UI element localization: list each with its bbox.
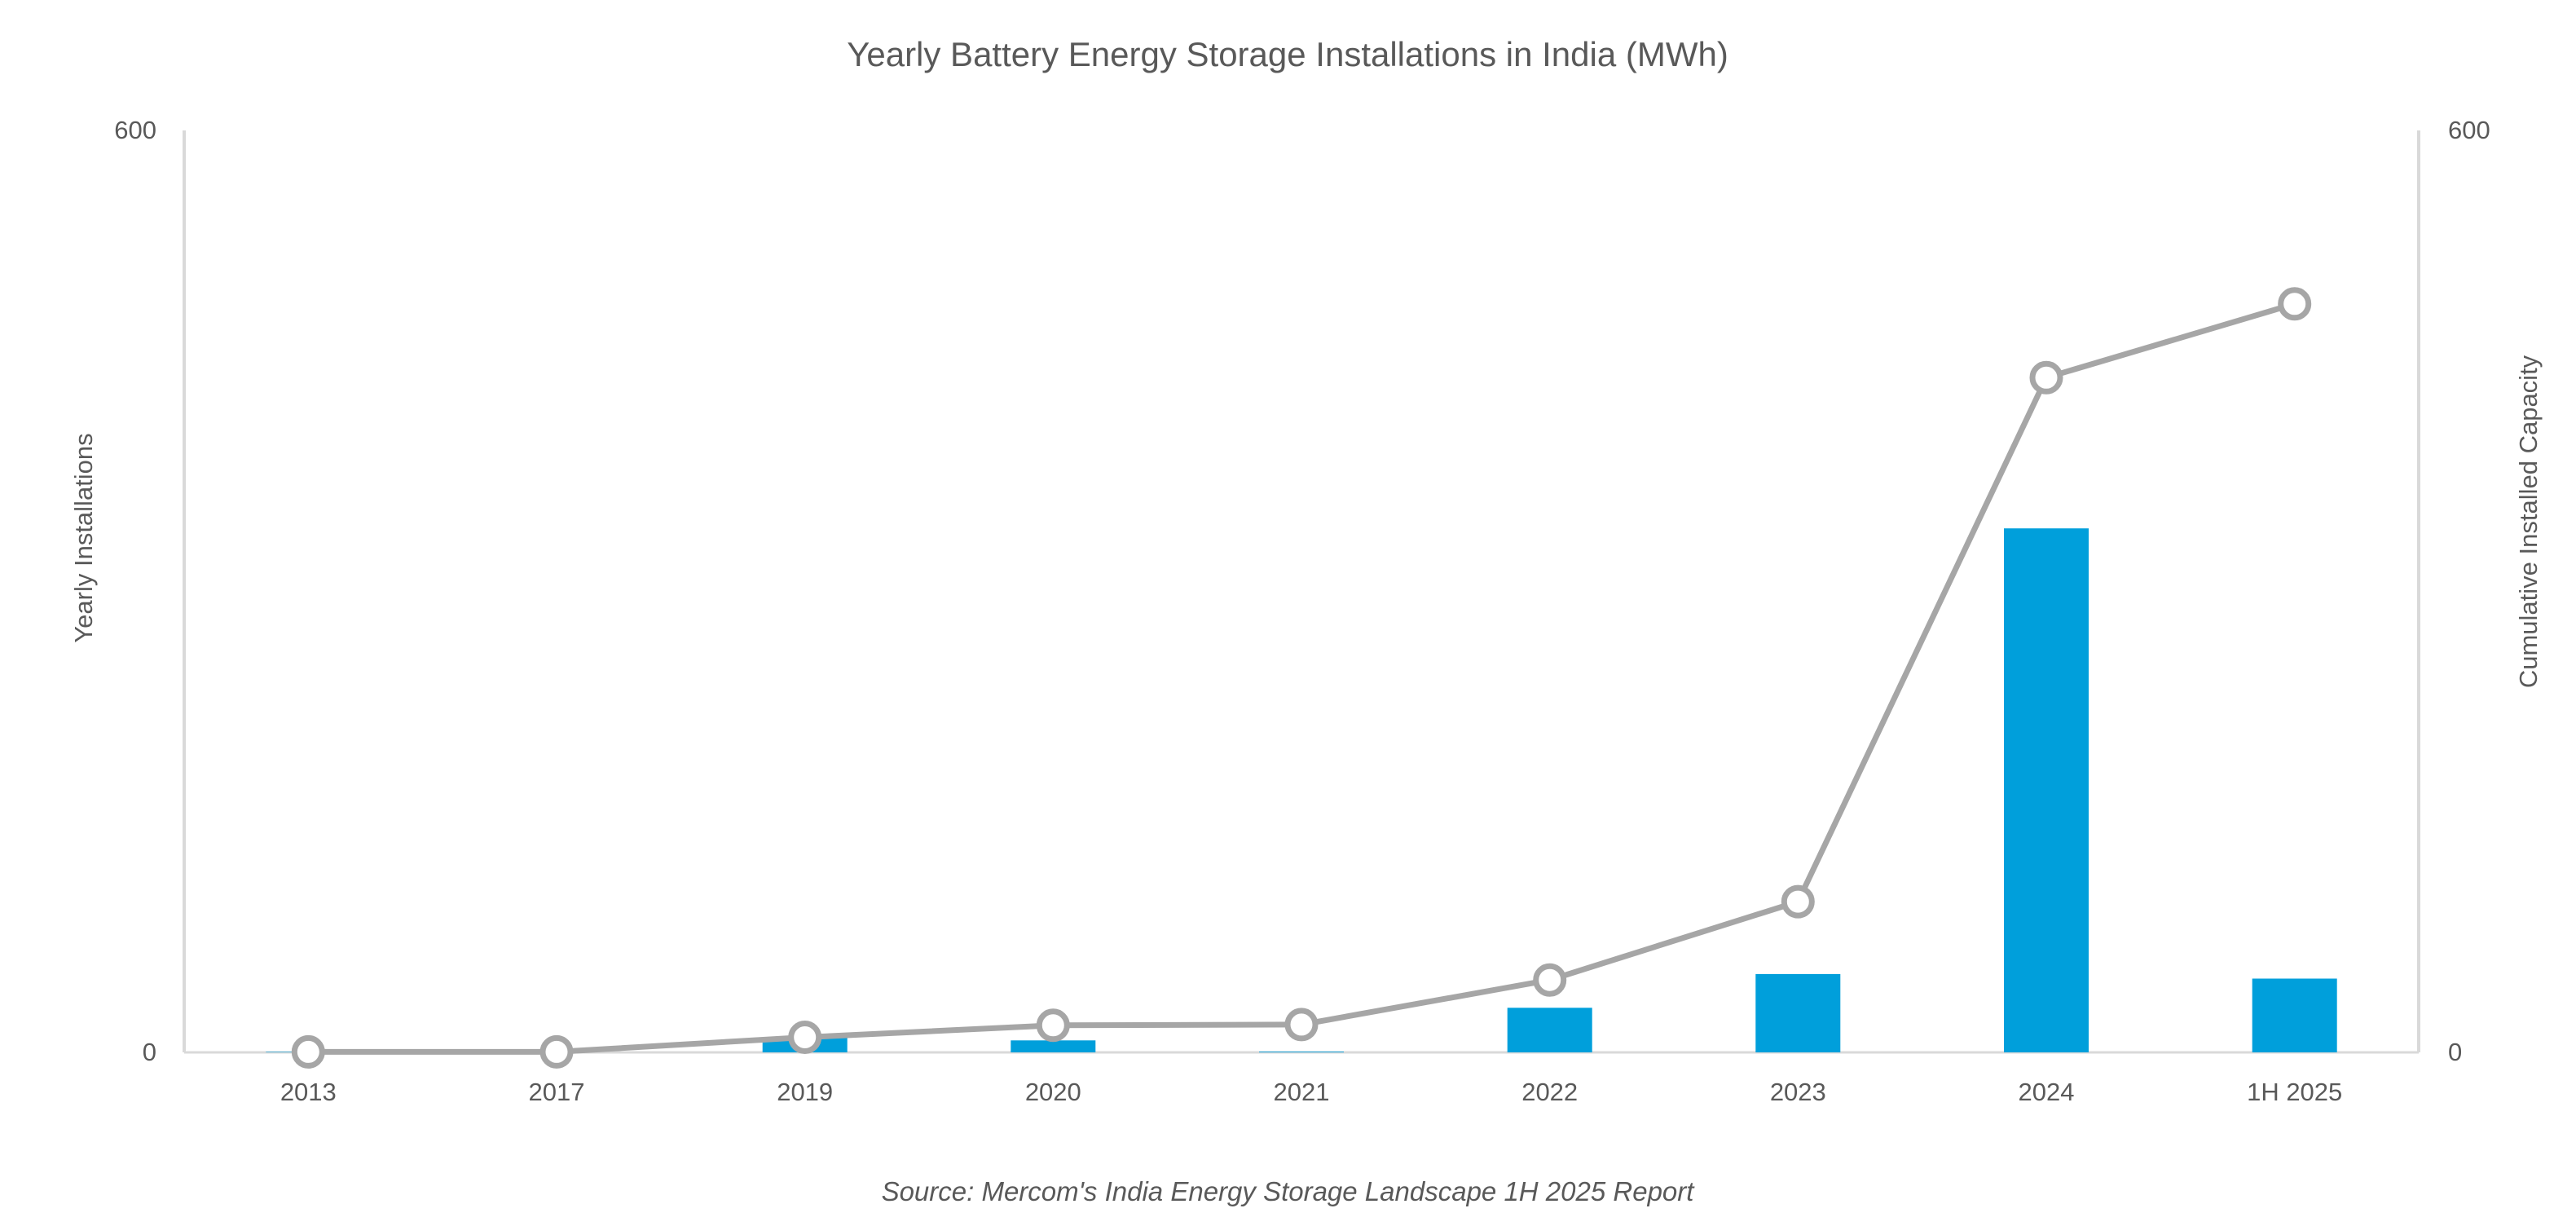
x-tick-label-2019: 2019 [777, 1078, 833, 1106]
cumulative-point-2017 [539, 1034, 574, 1069]
left-tick-label-min: 0 [143, 1038, 156, 1066]
right-tick-label-min: 0 [2448, 1038, 2462, 1066]
bar-2022 [1507, 1008, 1592, 1052]
x-tick-label-2023: 2023 [1770, 1078, 1826, 1106]
right-tick-label-max: 600 [2448, 116, 2490, 144]
y-axis-label-right: Cumulative Installed Capacity [2514, 355, 2543, 688]
cumulative-point-2020 [1036, 1008, 1070, 1043]
x-tick-label-2017: 2017 [529, 1078, 585, 1106]
bar-2023 [1755, 973, 1841, 1052]
bar-2024 [2004, 528, 2089, 1052]
x-tick-labels: 2013 2017 2019 2020 2021 2022 2023 2024 1H 2025 [280, 1078, 2342, 1106]
cumulative-line-layer [291, 287, 2312, 1069]
cumulative-point-2021 [1284, 1008, 1319, 1042]
x-tick-label-2020: 2020 [1025, 1078, 1081, 1106]
cumulative-point-2024 [2029, 360, 2063, 395]
y-axis-label-left: Yearly Installations [69, 433, 98, 642]
bars-layer [266, 528, 2337, 1052]
cumulative-point-2019 [788, 1021, 822, 1054]
cumulative-point-1h-2025 [2278, 287, 2312, 321]
cumulative-capacity-line [308, 301, 2296, 1055]
bar-1h-2025 [2252, 978, 2337, 1052]
cumulative-point-2023 [1781, 884, 1815, 919]
cumulative-point-2022 [1533, 963, 1567, 997]
x-tick-label-2021: 2021 [1274, 1078, 1330, 1106]
source-note: Source: Mercom's India Energy Storage La… [882, 1176, 1696, 1206]
x-tick-label-2022: 2022 [1521, 1078, 1578, 1106]
bar-2020 [1011, 1040, 1096, 1052]
x-tick-label-2013: 2013 [280, 1078, 337, 1106]
cumulative-point-2013 [291, 1034, 325, 1069]
x-tick-label-1h-2025: 1H 2025 [2247, 1078, 2342, 1106]
left-tick-label-max: 600 [114, 116, 156, 144]
x-tick-label-2024: 2024 [2019, 1078, 2075, 1106]
chart-title: Yearly Battery Energy Storage Installati… [847, 35, 1728, 73]
